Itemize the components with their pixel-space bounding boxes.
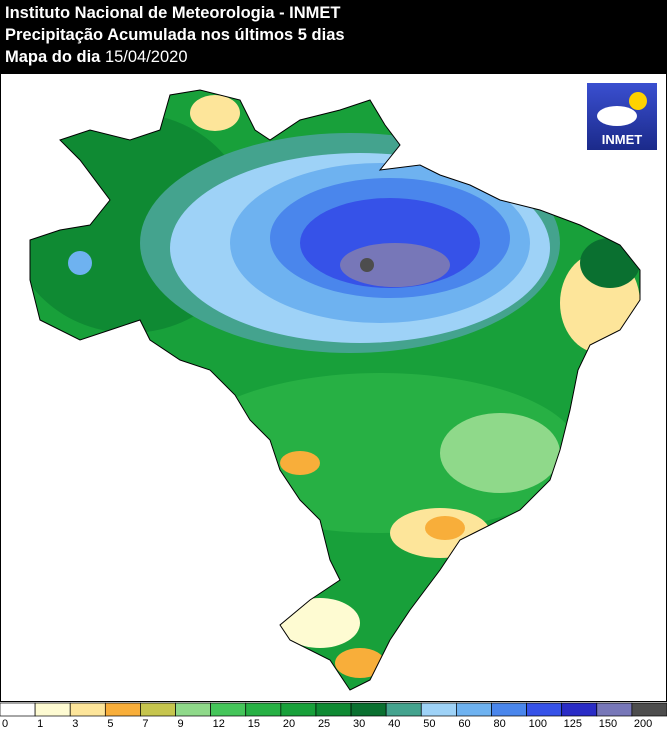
legend-swatch (420, 702, 457, 717)
legend-tick-label: 125 (564, 718, 582, 730)
legend-tick-label: 60 (458, 718, 470, 730)
date-label: Mapa do dia (5, 48, 101, 66)
legend-swatch (210, 702, 247, 717)
legend-tick-label: 9 (178, 718, 184, 730)
legend: 0 1 3 5 7 9 12 15 20 25 30 40 50 60 80 100 125 150 200 (0, 702, 667, 730)
legend-swatch (69, 702, 106, 717)
legend-tick-label: 100 (529, 718, 547, 730)
legend-swatch (631, 702, 667, 717)
legend-tick-label: 150 (599, 718, 617, 730)
legend-swatch (280, 702, 317, 717)
legend-swatch (596, 702, 633, 717)
legend-tick-label: 1 (37, 718, 43, 730)
header: Instituto Nacional de Meteorologia - INM… (0, 0, 667, 73)
legend-swatch (245, 702, 282, 717)
logo-text: INMET (602, 132, 643, 147)
legend-tick-label: 7 (142, 718, 148, 730)
legend-tick-label: 12 (213, 718, 225, 730)
legend-tick-label: 3 (72, 718, 78, 730)
date: 15/04/2020 (104, 48, 188, 66)
date-line: Mapa do dia 15/04/2020 (5, 47, 188, 67)
logo: INMET (587, 83, 657, 150)
legend-tick-label: 20 (283, 718, 295, 730)
legend-swatch (104, 702, 141, 717)
legend-swatch (526, 702, 563, 717)
legend-tick-label: 200 (634, 718, 652, 730)
legend-tick-label: 15 (248, 718, 260, 730)
subtitle: Precipitação Acumulada nos últimos 5 dia… (5, 26, 345, 44)
legend-swatch (34, 702, 71, 717)
legend-swatch (491, 702, 527, 717)
legend-tick-label: 80 (493, 718, 505, 730)
legend-swatch (350, 702, 387, 717)
legend-swatch (140, 702, 176, 717)
legend-swatch (175, 702, 211, 717)
legend-tick-label: 50 (423, 718, 435, 730)
legend-swatch (456, 702, 492, 717)
legend-tick-label: 5 (107, 718, 113, 730)
legend-swatch (561, 702, 598, 717)
legend-tick-label: 25 (318, 718, 330, 730)
title: Instituto Nacional de Meteorologia - INM… (5, 4, 341, 22)
legend-swatch (0, 702, 36, 717)
legend-tick-label: 40 (388, 718, 400, 730)
legend-swatch (385, 702, 422, 717)
legend-swatch (315, 702, 352, 717)
legend-tick-label: 0 (2, 718, 8, 730)
legend-tick-label: 30 (353, 718, 365, 730)
map: INMET 0 1 3 5 7 9 12 15 20 25 30 40 50 60 80 100 125 150 2… (0, 73, 667, 730)
